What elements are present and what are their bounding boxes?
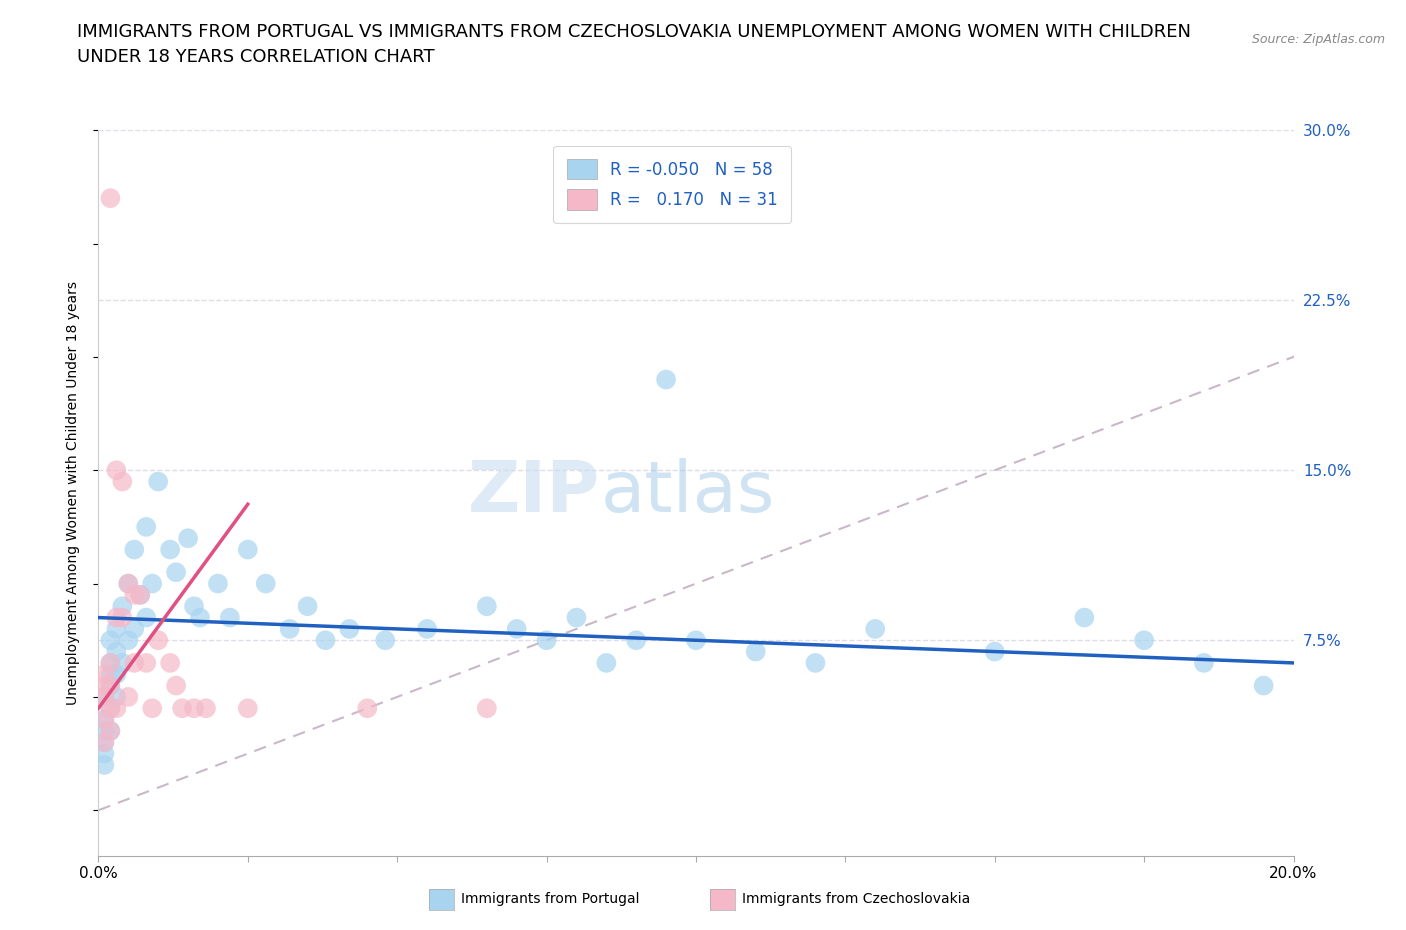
Point xyxy=(111,656,134,671)
Point xyxy=(105,689,128,704)
Point xyxy=(141,576,163,591)
Point xyxy=(159,542,181,557)
Point xyxy=(98,656,122,671)
Point xyxy=(98,656,122,671)
Point xyxy=(1253,678,1275,693)
Point xyxy=(93,724,115,738)
Point xyxy=(236,542,259,557)
Point xyxy=(98,678,122,693)
Point xyxy=(536,632,558,647)
Point xyxy=(984,644,1007,659)
Point xyxy=(339,621,361,636)
Point xyxy=(98,701,122,716)
Point xyxy=(172,701,194,716)
Point xyxy=(565,610,588,625)
Point xyxy=(416,621,439,636)
Point xyxy=(254,576,277,591)
Text: Source: ZipAtlas.com: Source: ZipAtlas.com xyxy=(1251,33,1385,46)
Point xyxy=(148,632,170,647)
Point xyxy=(98,632,122,647)
Point xyxy=(506,621,529,636)
Point xyxy=(124,621,146,636)
Point xyxy=(93,667,115,682)
Point xyxy=(105,463,128,478)
Point xyxy=(236,701,259,716)
Point xyxy=(148,474,170,489)
Point xyxy=(165,678,187,693)
Point xyxy=(297,599,319,614)
Point xyxy=(117,576,139,591)
Point xyxy=(129,588,152,603)
Legend: R = -0.050   N = 58, R =   0.170   N = 31: R = -0.050 N = 58, R = 0.170 N = 31 xyxy=(553,146,792,223)
Text: Immigrants from Portugal: Immigrants from Portugal xyxy=(461,892,640,907)
Point xyxy=(124,656,146,671)
Point xyxy=(135,520,157,535)
Point xyxy=(135,610,157,625)
Point xyxy=(141,701,163,716)
Point xyxy=(135,656,157,671)
Point xyxy=(98,701,122,716)
Point xyxy=(117,689,139,704)
Point xyxy=(159,656,181,671)
Point xyxy=(117,632,139,647)
Point xyxy=(1073,610,1095,625)
Y-axis label: Unemployment Among Women with Children Under 18 years: Unemployment Among Women with Children U… xyxy=(66,281,80,705)
Point xyxy=(745,644,768,659)
Point xyxy=(93,746,115,761)
Point xyxy=(105,621,128,636)
Point xyxy=(124,588,146,603)
Text: ZIP: ZIP xyxy=(468,458,600,527)
Point xyxy=(93,712,115,727)
Point xyxy=(105,610,128,625)
Point xyxy=(685,632,707,647)
Text: IMMIGRANTS FROM PORTUGAL VS IMMIGRANTS FROM CZECHOSLOVAKIA UNEMPLOYMENT AMONG WO: IMMIGRANTS FROM PORTUGAL VS IMMIGRANTS F… xyxy=(77,23,1191,66)
Point xyxy=(374,632,396,647)
Point xyxy=(356,701,378,716)
Point xyxy=(865,621,887,636)
Point xyxy=(93,678,115,693)
Point xyxy=(278,621,301,636)
Point xyxy=(93,712,115,727)
Point xyxy=(98,191,122,206)
Point xyxy=(188,610,211,625)
Point xyxy=(475,701,498,716)
Text: atlas: atlas xyxy=(600,458,775,527)
Point xyxy=(98,678,122,693)
Text: Immigrants from Czechoslovakia: Immigrants from Czechoslovakia xyxy=(742,892,970,907)
Point xyxy=(93,689,115,704)
Point xyxy=(183,599,205,614)
Point xyxy=(804,656,827,671)
Point xyxy=(219,610,242,625)
Point xyxy=(98,724,122,738)
Point xyxy=(475,599,498,614)
Point xyxy=(1192,656,1215,671)
Point xyxy=(93,689,115,704)
Point xyxy=(117,576,139,591)
Point xyxy=(98,724,122,738)
Point xyxy=(207,576,229,591)
Point xyxy=(1133,632,1156,647)
Point xyxy=(105,701,128,716)
Point xyxy=(111,599,134,614)
Point xyxy=(183,701,205,716)
Point xyxy=(626,632,648,647)
Point xyxy=(129,588,152,603)
Point xyxy=(93,735,115,750)
Point xyxy=(93,757,115,772)
Point xyxy=(595,656,617,671)
Point xyxy=(177,531,200,546)
Point xyxy=(98,667,122,682)
Point xyxy=(111,474,134,489)
Point xyxy=(111,610,134,625)
Point xyxy=(93,735,115,750)
Point xyxy=(124,542,146,557)
Point xyxy=(165,565,187,579)
Point xyxy=(315,632,337,647)
Point xyxy=(655,372,678,387)
Point xyxy=(105,667,128,682)
Point xyxy=(105,644,128,659)
Point xyxy=(195,701,218,716)
